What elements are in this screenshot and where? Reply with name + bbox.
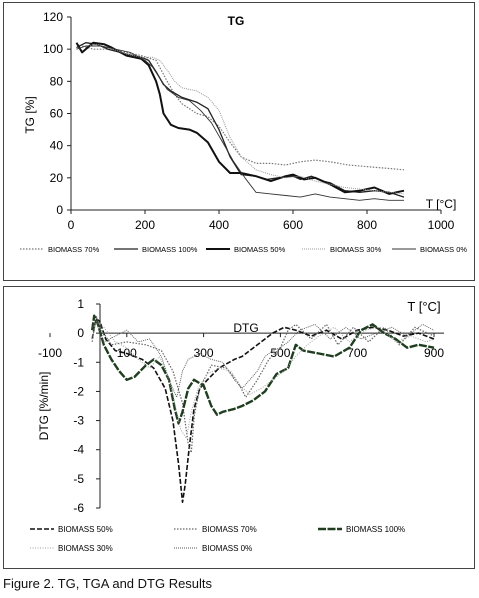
y-tick-label: -1 — [73, 355, 84, 369]
x-tick-label: 700 — [347, 346, 367, 360]
tg-chart-panel: 0 20 40 60 80 100 120 0 200 400 600 800 1000 TG T [°C]… — [3, 2, 475, 281]
x-tick-label: 300 — [194, 346, 214, 360]
dtg-chart-panel: 1 0 -1 -2 -3 -4 -5 -6 -100 100 300 500 700 900 DTG T [°… — [3, 286, 475, 569]
y-axis-label: DTG [%/min] — [37, 372, 51, 441]
chart-title: DTG — [233, 321, 258, 335]
x-axis-label: T [°C] — [407, 299, 440, 314]
y-tick-label: -2 — [73, 384, 84, 398]
legend-label: BIOMASS 70% — [202, 525, 257, 534]
y-tick-label: -6 — [73, 501, 84, 515]
y-tick-label: 40 — [50, 139, 64, 153]
legend-label: BIOMASS 50% — [58, 525, 113, 534]
x-tick-label: 0 — [68, 218, 75, 232]
y-tick-label: 100 — [43, 42, 63, 56]
x-tick-label: 200 — [135, 218, 155, 232]
series-line — [91, 314, 435, 425]
y-tick-label: 1 — [77, 297, 84, 311]
y-tick-label: -3 — [73, 414, 84, 428]
series-line — [76, 45, 404, 201]
legend-label: BIOMASS 100% — [346, 525, 405, 534]
legend-label: BIOMASS 70% — [48, 245, 100, 254]
y-tick-label: 0 — [56, 203, 63, 217]
y-tick-label: -4 — [73, 443, 84, 457]
y-tick-label: -5 — [73, 472, 84, 486]
x-tick-label: 600 — [283, 218, 303, 232]
chart-title: TG — [228, 14, 245, 28]
y-tick-label: 80 — [50, 74, 64, 88]
series-line — [76, 43, 405, 195]
series-line — [91, 315, 435, 454]
y-tick-label: 0 — [77, 326, 84, 340]
series-line — [76, 43, 405, 171]
series-line — [91, 321, 435, 398]
legend-label: BIOMASS 0% — [202, 544, 252, 553]
y-tick-label: 120 — [43, 10, 63, 24]
legend-label: BIOMASS 30% — [58, 544, 113, 553]
series-line — [91, 321, 435, 439]
x-tick-label: 800 — [357, 218, 377, 232]
tg-chart: 0 20 40 60 80 100 120 0 200 400 600 800 1000 TG T [°C]… — [20, 10, 467, 254]
x-tick-label: -100 — [38, 346, 62, 360]
x-tick-label: 900 — [424, 346, 444, 360]
figure-caption: Figure 2. TG, TGA and DTG Results — [3, 576, 213, 591]
legend-label: BIOMASS 100% — [142, 245, 198, 254]
x-tick-label: 1000 — [428, 218, 455, 232]
x-tick-label: 400 — [209, 218, 229, 232]
y-tick-label: 20 — [50, 171, 64, 185]
legend-label: BIOMASS 0% — [420, 245, 467, 254]
legend-label: BIOMASS 30% — [330, 245, 382, 254]
series-line — [91, 317, 435, 503]
x-axis-label: T [°C] — [426, 197, 457, 211]
y-tick-label: 60 — [50, 107, 64, 121]
y-axis-label: TG [%] — [23, 96, 37, 133]
legend-label: BIOMASS 50% — [234, 245, 286, 254]
